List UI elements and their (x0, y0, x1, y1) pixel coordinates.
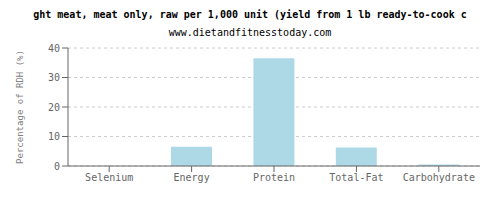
svg-text:0: 0 (54, 161, 60, 172)
svg-text:30: 30 (48, 72, 60, 83)
svg-text:Selenium: Selenium (85, 172, 133, 183)
svg-text:Protein: Protein (253, 172, 295, 183)
html-text:ght meat, meat only, raw per 1: ght meat, meat only, raw per 1,000 unit … (33, 9, 467, 20)
svg-text:Carbohydrate: Carbohydrate (403, 172, 475, 183)
svg-text:Total-Fat: Total-Fat (329, 172, 383, 183)
svg-text:Percentage of RDH (%): Percentage of RDH (%) (15, 50, 25, 164)
svg-text:Energy: Energy (174, 172, 210, 183)
html-text:www.dietandfitnesstoday.com: www.dietandfitnesstoday.com (168, 27, 332, 38)
svg-text:20: 20 (48, 102, 60, 113)
svg-text:10: 10 (48, 131, 60, 142)
svg-text:40: 40 (48, 43, 60, 54)
